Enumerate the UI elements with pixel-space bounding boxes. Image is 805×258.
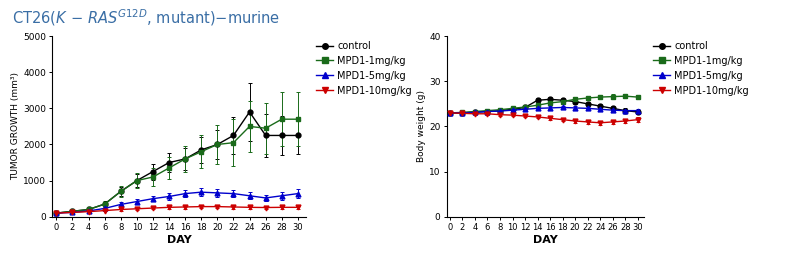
Y-axis label: TUMOR GROWTH (mm³): TUMOR GROWTH (mm³) xyxy=(11,72,20,180)
Legend: control, MPD1-1mg/kg, MPD1-5mg/kg, MPD1-10mg/kg: control, MPD1-1mg/kg, MPD1-5mg/kg, MPD1-… xyxy=(653,41,749,95)
Legend: control, MPD1-1mg/kg, MPD1-5mg/kg, MPD1-10mg/kg: control, MPD1-1mg/kg, MPD1-5mg/kg, MPD1-… xyxy=(316,41,412,95)
Text: CT26($\mathit{K\/-\/RAS}$$^{\mathit{G12D}}$, mutant)$-$murine: CT26($\mathit{K\/-\/RAS}$$^{\mathit{G12D… xyxy=(12,8,280,28)
X-axis label: DAY: DAY xyxy=(533,235,558,245)
Y-axis label: Body weight (g): Body weight (g) xyxy=(417,90,426,163)
X-axis label: DAY: DAY xyxy=(167,235,192,245)
